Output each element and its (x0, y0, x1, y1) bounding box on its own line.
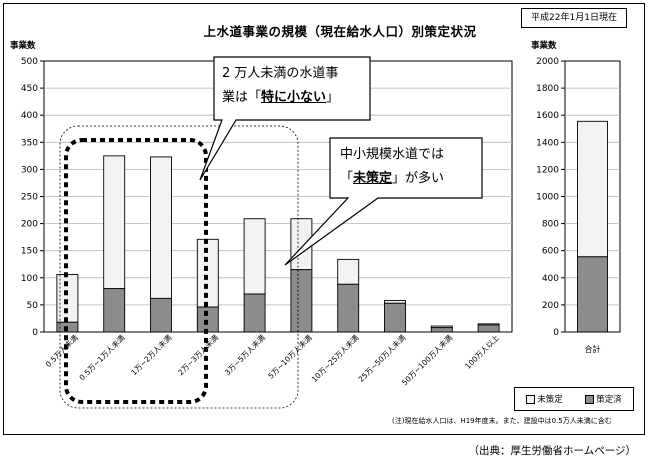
x-tick-label-main: 0.5万~1万人未満 (77, 332, 127, 382)
bar-planned-total (577, 256, 608, 333)
footnote: (注)現在給水人口は、H19年度末。また、建設中は0.5万人未満に含む (392, 417, 612, 425)
x-tick-label-total: 合計 (585, 344, 601, 354)
bar-unplanned (150, 156, 172, 299)
y-tick-label-main: 50 (27, 301, 39, 311)
y-tick-label-main: 250 (21, 193, 38, 203)
callout-small-utilities: 2 万人未満の水道事 業は「特に小ない」 (222, 62, 339, 110)
y-tick-label-main: 400 (21, 111, 38, 121)
y-tick-label-total: 1400 (536, 138, 559, 148)
callout-b-emphasis: 未策定 (353, 171, 393, 186)
x-tick-label-main: 1万~2万人未満 (129, 332, 174, 377)
callout-a-post: 」 (326, 90, 340, 105)
legend-item-planned: 策定済 (585, 393, 622, 405)
y-tick-label-main: 200 (21, 220, 38, 230)
y-tick-label-total: 1800 (536, 84, 559, 94)
y-tick-label-total: 800 (542, 220, 559, 230)
y-tick-label-total: 1000 (536, 193, 559, 203)
legend: 未策定 策定済 (514, 387, 634, 411)
source-note: （出典：厚生労働省ホームページ） (468, 445, 636, 457)
y-tick-label-total: 400 (542, 274, 559, 284)
y-axis-label-main: 事業数 (10, 40, 36, 51)
bar-unplanned-total (577, 120, 608, 258)
x-tick-label-main: 3万~5万人未満 (222, 332, 267, 377)
x-tick-label-main: 2万~3万人未満 (175, 332, 220, 377)
y-tick-label-total: 0 (553, 328, 559, 338)
bar-planned (290, 269, 313, 333)
x-tick-label-main: 0.5万人未満 (43, 332, 80, 369)
bar-planned (384, 302, 406, 333)
bar-planned (103, 288, 126, 333)
bar-planned (150, 297, 172, 333)
bar-unplanned (337, 258, 360, 285)
callout-midsize-utilities: 中小規模水道では 「未策定」が多い (340, 143, 444, 191)
x-tick-label-main: 100万人以上 (463, 333, 501, 371)
x-tick-label-main: 5万~10万人未満 (266, 332, 315, 381)
y-tick-label-total: 600 (542, 247, 559, 257)
bar-planned (196, 306, 219, 333)
callout-a-emphasis: 特に小ない (261, 90, 327, 105)
legend-label-unplanned: 未策定 (537, 395, 563, 405)
chart-frame (3, 3, 645, 435)
y-tick-label-main: 500 (21, 57, 38, 67)
callout-b-line2: 「未策定」が多い (340, 167, 444, 191)
legend-swatch-planned (585, 395, 595, 404)
callout-a-bubble (199, 56, 371, 181)
y-tick-label-main: 450 (21, 84, 38, 94)
x-tick-label-main: 10万~25万人未満 (309, 332, 361, 384)
y-tick-label-total: 1200 (536, 165, 559, 175)
y-tick-label-main: 150 (21, 247, 38, 257)
bar-unplanned (243, 218, 266, 295)
y-tick-label-main: 100 (21, 274, 38, 284)
y-tick-label-main: 350 (21, 138, 38, 148)
callout-b-pre: 「 (340, 171, 354, 186)
callout-a-pre: 業は「 (222, 90, 262, 105)
date-note: 平成22年1月1日現在 (521, 8, 627, 28)
callout-b-bubble (284, 137, 483, 266)
legend-swatch-unplanned (526, 395, 536, 404)
chart-title: 上水道事業の規模（現在給水人口）別策定状況 (203, 24, 477, 39)
y-tick-label-total: 1600 (536, 111, 559, 121)
y-tick-label-total: 2000 (536, 57, 559, 67)
callout-a-line1: 2 万人未満の水道事 (222, 66, 339, 81)
highlight-region-dotted (59, 125, 299, 409)
y-tick-label-main: 300 (21, 165, 38, 175)
bar-planned (337, 283, 360, 333)
callout-b-post: 」が多い (392, 171, 445, 186)
x-tick-label-main: 25万~50万人未満 (356, 332, 408, 384)
highlight-region-heavy (64, 138, 208, 404)
legend-label-planned: 策定済 (596, 395, 622, 405)
callout-a-line2: 業は「特に小ない」 (222, 86, 339, 110)
y-tick-label-total: 200 (542, 301, 559, 311)
legend-item-unplanned: 未策定 (526, 393, 563, 405)
bar-planned (477, 324, 500, 333)
callout-b-line1: 中小規模水道では (340, 147, 445, 162)
x-tick-label-main: 50万~100万人未満 (399, 332, 454, 387)
bar-unplanned (103, 155, 126, 290)
y-axis-label-total: 事業数 (531, 40, 557, 51)
y-tick-label-main: 0 (32, 328, 38, 338)
bar-planned (243, 293, 266, 333)
bar-planned (430, 327, 453, 333)
